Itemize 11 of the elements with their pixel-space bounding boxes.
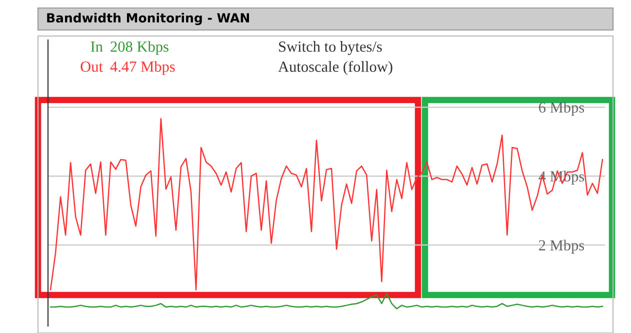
line-series [50, 118, 604, 290]
annotation: 208 Kbps [110, 41, 168, 55]
annotation: Autoscale (follow) [278, 60, 392, 76]
line-series [50, 292, 604, 310]
text: In [90, 42, 103, 52]
annotation: 4.47 Mbps [110, 61, 175, 75]
y-tick-label: 6 Mbps [538, 102, 584, 116]
text: Out [80, 62, 103, 72]
y-tick-label: 2 Mbps [539, 240, 584, 254]
chart-title: Bandwidth Monitoring - WAN [47, 12, 249, 26]
annotation: Switch to bytes/s [279, 41, 382, 55]
